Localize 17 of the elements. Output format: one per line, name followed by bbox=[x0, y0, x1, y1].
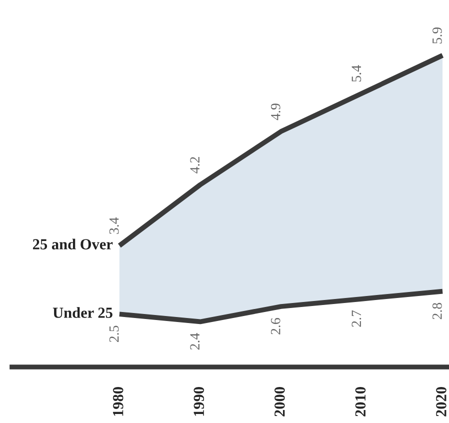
data-label: 2.4 bbox=[190, 333, 200, 350]
x-tick-label: 1990 bbox=[194, 387, 204, 416]
x-tick-label: 2020 bbox=[436, 387, 446, 416]
data-label: 2.5 bbox=[109, 326, 119, 342]
data-label: 5.9 bbox=[432, 27, 442, 44]
series-label: Under 25 bbox=[52, 307, 112, 318]
data-label: 2.7 bbox=[352, 310, 362, 327]
data-label: 4.2 bbox=[190, 157, 200, 174]
data-label: 2.8 bbox=[432, 302, 442, 320]
series-label: 25 and Over bbox=[32, 238, 113, 250]
data-label: 3.4 bbox=[109, 217, 119, 234]
x-tick-label: 1980 bbox=[112, 387, 124, 416]
data-label: 2.6 bbox=[270, 318, 280, 334]
x-tick-label: 2000 bbox=[274, 387, 285, 416]
data-label: 5.4 bbox=[352, 65, 362, 82]
data-label: 4.9 bbox=[270, 104, 280, 120]
x-tick-label: 2010 bbox=[355, 387, 366, 416]
